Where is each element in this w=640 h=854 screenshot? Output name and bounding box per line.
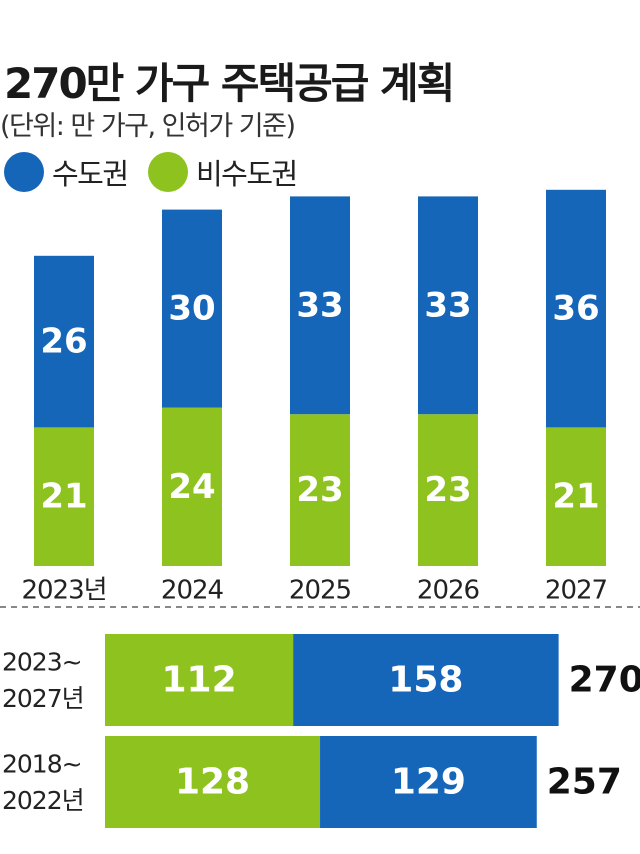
legend-label-capital: 수도권: [52, 157, 129, 191]
bar-capital-label-1: 30: [168, 289, 215, 329]
hbar-category-label-1: 2018~ 2022년: [2, 750, 84, 815]
legend-swatch-noncapital: [148, 152, 188, 192]
bar-noncapital-label-4: 21: [552, 477, 599, 517]
bar-capital-label-3: 33: [424, 285, 471, 325]
hbar-noncapital-label-0: 112: [162, 660, 237, 701]
hbar-capital-label-1: 129: [391, 762, 466, 803]
hbar-category-label-line2-0: 2027년: [2, 684, 84, 713]
hbar-capital-label-0: 158: [388, 660, 463, 701]
chart-subtitle: (단위: 만 가구, 인허가 기준): [0, 111, 296, 142]
chart-title: 270만 가구 주택공급 계획: [4, 59, 455, 108]
bar-noncapital-3: [418, 414, 478, 566]
bar-noncapital-1: [162, 407, 222, 566]
x-tick-label-3: 2026: [417, 575, 479, 605]
legend-label-noncapital: 비수도권: [196, 157, 298, 191]
legend-swatch-capital: [4, 152, 44, 192]
x-tick-label-2: 2025: [289, 575, 351, 605]
bar-noncapital-label-2: 23: [296, 470, 343, 510]
x-tick-label-0: 2023년: [21, 575, 106, 605]
bar-noncapital-4: [546, 427, 606, 566]
hbar-capital-1: [320, 736, 537, 828]
hbar-total-0: 270: [569, 660, 640, 701]
bar-capital-label-0: 26: [40, 322, 87, 362]
hbar-category-label-line2-1: 2022년: [2, 786, 84, 815]
bar-noncapital-label-3: 23: [424, 470, 471, 510]
hbar-noncapital-1: [105, 736, 321, 828]
bar-capital-label-2: 33: [296, 285, 343, 325]
legend-item-noncapital: 비수도권: [148, 151, 298, 193]
bar-capital-3: [418, 196, 478, 415]
x-tick-label-1: 2024: [161, 575, 224, 605]
legend-item-capital: 수도권: [4, 151, 129, 193]
bar-noncapital-label-0: 21: [40, 477, 87, 517]
hbar-total-1: 257: [547, 762, 622, 803]
bar-capital-2: [290, 196, 350, 415]
bar-capital-label-4: 36: [552, 289, 599, 329]
bar-noncapital-0: [34, 427, 94, 566]
bar-noncapital-2: [290, 414, 350, 566]
bar-capital-1: [162, 209, 222, 408]
bar-capital-4: [546, 189, 606, 428]
bar-noncapital-label-1: 24: [168, 467, 215, 507]
x-tick-label-4: 2027: [545, 575, 607, 605]
bar-capital-0: [34, 255, 94, 428]
hbar-noncapital-label-1: 128: [175, 762, 250, 803]
hbar-category-label-0: 2023~ 2027년: [2, 648, 84, 713]
hbar-capital-0: [293, 634, 559, 726]
hbar-noncapital-0: [105, 634, 294, 726]
